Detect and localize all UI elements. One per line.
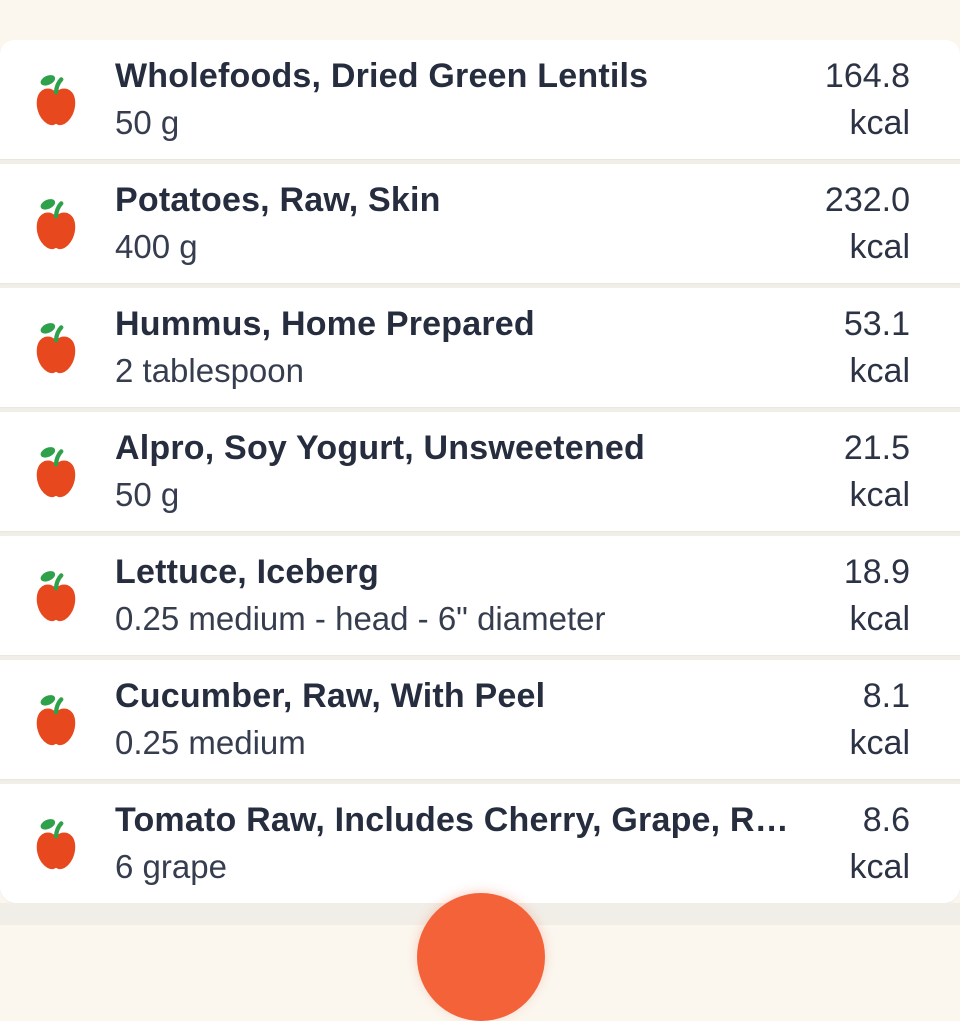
calorie-value: 53.1 <box>843 304 910 343</box>
apple-icon <box>33 70 79 130</box>
food-list-item[interactable]: Tomato Raw, Includes Cherry, Grape, R… 6… <box>0 784 960 903</box>
apple-icon <box>33 318 79 378</box>
food-list-item[interactable]: Cucumber, Raw, With Peel 0.25 medium 8.1… <box>0 660 960 779</box>
food-info: Hummus, Home Prepared 2 tablespoon <box>115 301 830 394</box>
calorie-unit: kcal <box>849 475 910 514</box>
food-name: Alpro, Soy Yogurt, Unsweetened <box>115 429 645 467</box>
food-name: Potatoes, Raw, Skin <box>115 181 441 219</box>
calorie-block: 53.1 kcal <box>844 301 960 395</box>
calorie-value: 8.1 <box>862 676 910 715</box>
food-info: Tomato Raw, Includes Cherry, Grape, R… 6… <box>115 797 836 890</box>
food-name: Tomato Raw, Includes Cherry, Grape, R… <box>115 801 789 839</box>
calorie-block: 8.1 kcal <box>850 673 960 767</box>
apple-icon <box>33 194 79 254</box>
food-name: Cucumber, Raw, With Peel <box>115 677 546 715</box>
apple-icon <box>33 690 79 750</box>
food-serving: 2 tablespoon <box>115 352 304 389</box>
food-serving: 0.25 medium - head - 6" diameter <box>115 600 606 637</box>
calorie-unit: kcal <box>849 847 910 886</box>
calorie-block: 164.8 kcal <box>825 53 960 147</box>
food-info: Wholefoods, Dried Green Lentils 50 g <box>115 53 811 146</box>
food-serving: 400 g <box>115 228 198 265</box>
calorie-value: 8.6 <box>862 800 910 839</box>
food-serving: 50 g <box>115 476 180 513</box>
food-list: Wholefoods, Dried Green Lentils 50 g 164… <box>0 40 960 903</box>
apple-icon <box>33 566 79 626</box>
food-serving: 0.25 medium <box>115 724 306 761</box>
calorie-block: 8.6 kcal <box>850 797 960 891</box>
food-list-item[interactable]: Wholefoods, Dried Green Lentils 50 g 164… <box>0 40 960 159</box>
food-info: Cucumber, Raw, With Peel 0.25 medium <box>115 673 836 766</box>
food-list-item[interactable]: Hummus, Home Prepared 2 tablespoon 53.1 … <box>0 288 960 407</box>
calorie-block: 18.9 kcal <box>844 549 960 643</box>
calorie-unit: kcal <box>849 723 910 762</box>
calorie-value: 21.5 <box>843 428 910 467</box>
calorie-unit: kcal <box>849 599 910 638</box>
calorie-value: 164.8 <box>824 56 910 95</box>
apple-icon <box>33 814 79 874</box>
food-name: Hummus, Home Prepared <box>115 305 535 343</box>
calorie-block: 232.0 kcal <box>825 177 960 271</box>
food-name: Wholefoods, Dried Green Lentils <box>115 57 649 95</box>
food-serving: 50 g <box>115 104 180 141</box>
food-serving: 6 grape <box>115 848 227 885</box>
calorie-block: 21.5 kcal <box>844 425 960 519</box>
food-list-item[interactable]: Lettuce, Iceberg 0.25 medium - head - 6"… <box>0 536 960 655</box>
calorie-value: 232.0 <box>824 180 910 219</box>
food-name: Lettuce, Iceberg <box>115 553 379 591</box>
calorie-unit: kcal <box>849 227 910 266</box>
apple-icon <box>33 442 79 502</box>
add-food-fab[interactable] <box>417 893 545 1021</box>
calorie-value: 18.9 <box>843 552 910 591</box>
food-info: Lettuce, Iceberg 0.25 medium - head - 6"… <box>115 549 830 642</box>
calorie-unit: kcal <box>849 351 910 390</box>
food-info: Alpro, Soy Yogurt, Unsweetened 50 g <box>115 425 830 518</box>
food-list-item[interactable]: Potatoes, Raw, Skin 400 g 232.0 kcal <box>0 164 960 283</box>
food-info: Potatoes, Raw, Skin 400 g <box>115 177 811 270</box>
food-list-item[interactable]: Alpro, Soy Yogurt, Unsweetened 50 g 21.5… <box>0 412 960 531</box>
calorie-unit: kcal <box>849 103 910 142</box>
